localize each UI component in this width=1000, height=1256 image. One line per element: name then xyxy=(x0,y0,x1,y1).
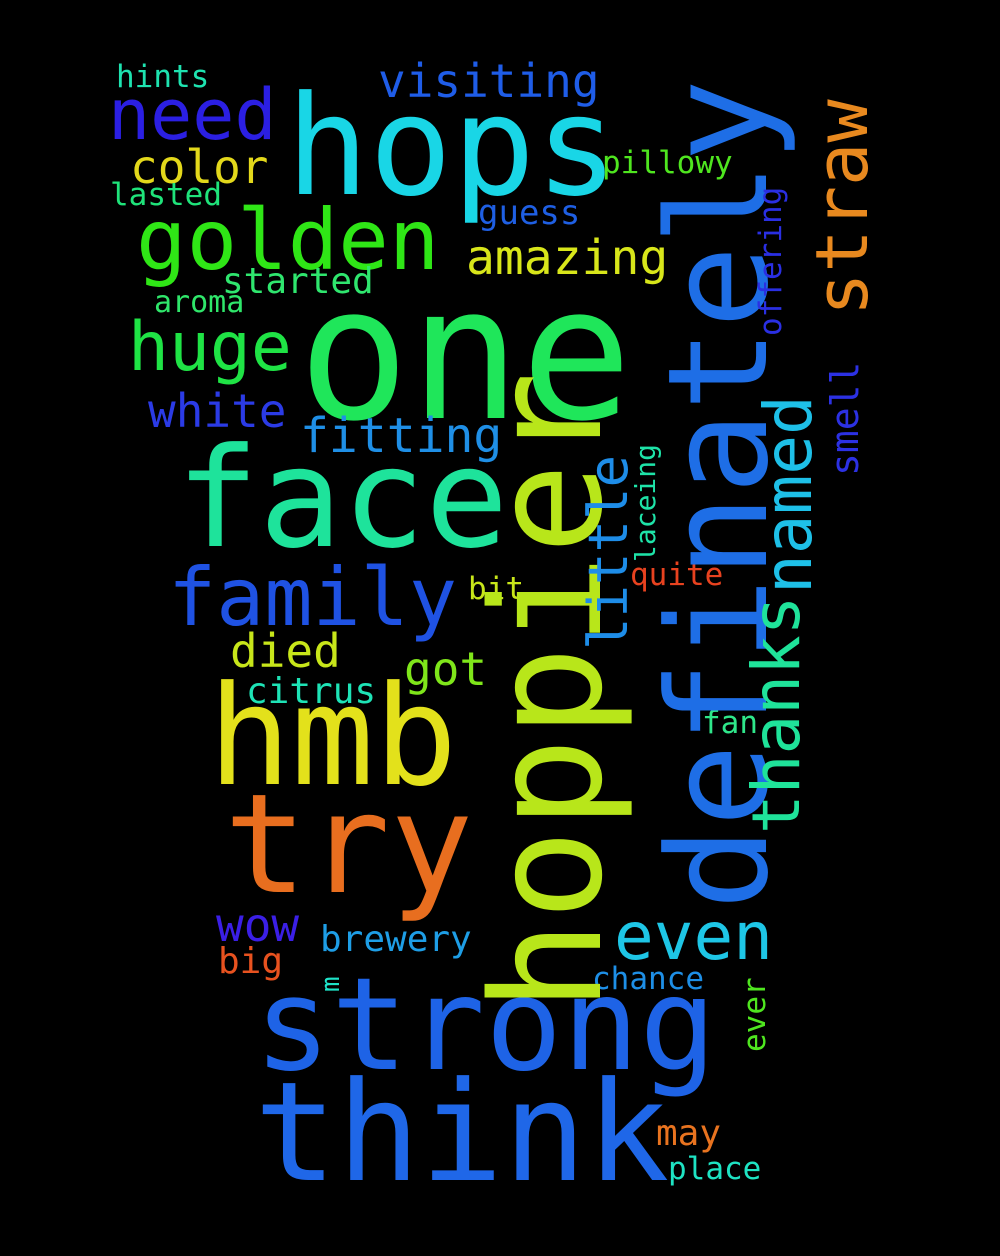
word-chance: chance xyxy=(592,961,704,997)
word-huge: huge xyxy=(128,308,292,387)
word-lacing: laceing xyxy=(629,443,662,562)
word-golden: golden xyxy=(136,191,440,289)
word-place: place xyxy=(668,1151,762,1187)
word-thanks: thanks xyxy=(738,595,815,834)
word-little: little xyxy=(577,454,640,650)
word-started: started xyxy=(222,261,374,302)
word-straw: straw xyxy=(800,99,884,316)
word-face: face xyxy=(176,418,509,579)
word-family: family xyxy=(168,551,457,644)
word-aroma: aroma xyxy=(154,285,245,320)
word-visiting: visiting xyxy=(378,54,600,108)
word-pillowy: pillowy xyxy=(602,145,733,181)
word-smell: smell xyxy=(823,361,867,476)
word-hmb: hmb xyxy=(208,656,458,817)
word-offering: offering xyxy=(753,186,789,336)
word-quite: quite xyxy=(630,557,724,593)
word-bit: bit xyxy=(468,571,524,607)
word-even: even xyxy=(614,898,773,975)
word-hops: hops xyxy=(286,66,619,227)
word-citrus: citrus xyxy=(246,671,377,712)
word-m: m xyxy=(316,976,346,992)
word-need: need xyxy=(108,74,277,156)
word-ever: ever xyxy=(737,977,773,1052)
word-wow: wow xyxy=(216,898,300,952)
word-one: one xyxy=(298,246,633,462)
word-big: big xyxy=(218,941,284,982)
word-guess: guess xyxy=(478,193,581,233)
word-brewery: brewery xyxy=(320,919,472,960)
word-died: died xyxy=(230,624,341,678)
word-white: white xyxy=(148,384,287,438)
word-got: got xyxy=(404,642,488,696)
word-fan: fan xyxy=(702,705,758,741)
word-think: think xyxy=(254,1052,670,1213)
word-amazing: amazing xyxy=(466,230,669,286)
word-fitting: fitting xyxy=(300,408,503,464)
word-strong: strong xyxy=(254,951,717,1100)
word-lasted: lasted xyxy=(110,177,222,213)
word-color: color xyxy=(130,140,269,194)
word-may: may xyxy=(656,1113,722,1154)
word-hints: hints xyxy=(116,59,210,95)
word-named: named xyxy=(750,395,827,594)
word-try: try xyxy=(224,764,474,925)
